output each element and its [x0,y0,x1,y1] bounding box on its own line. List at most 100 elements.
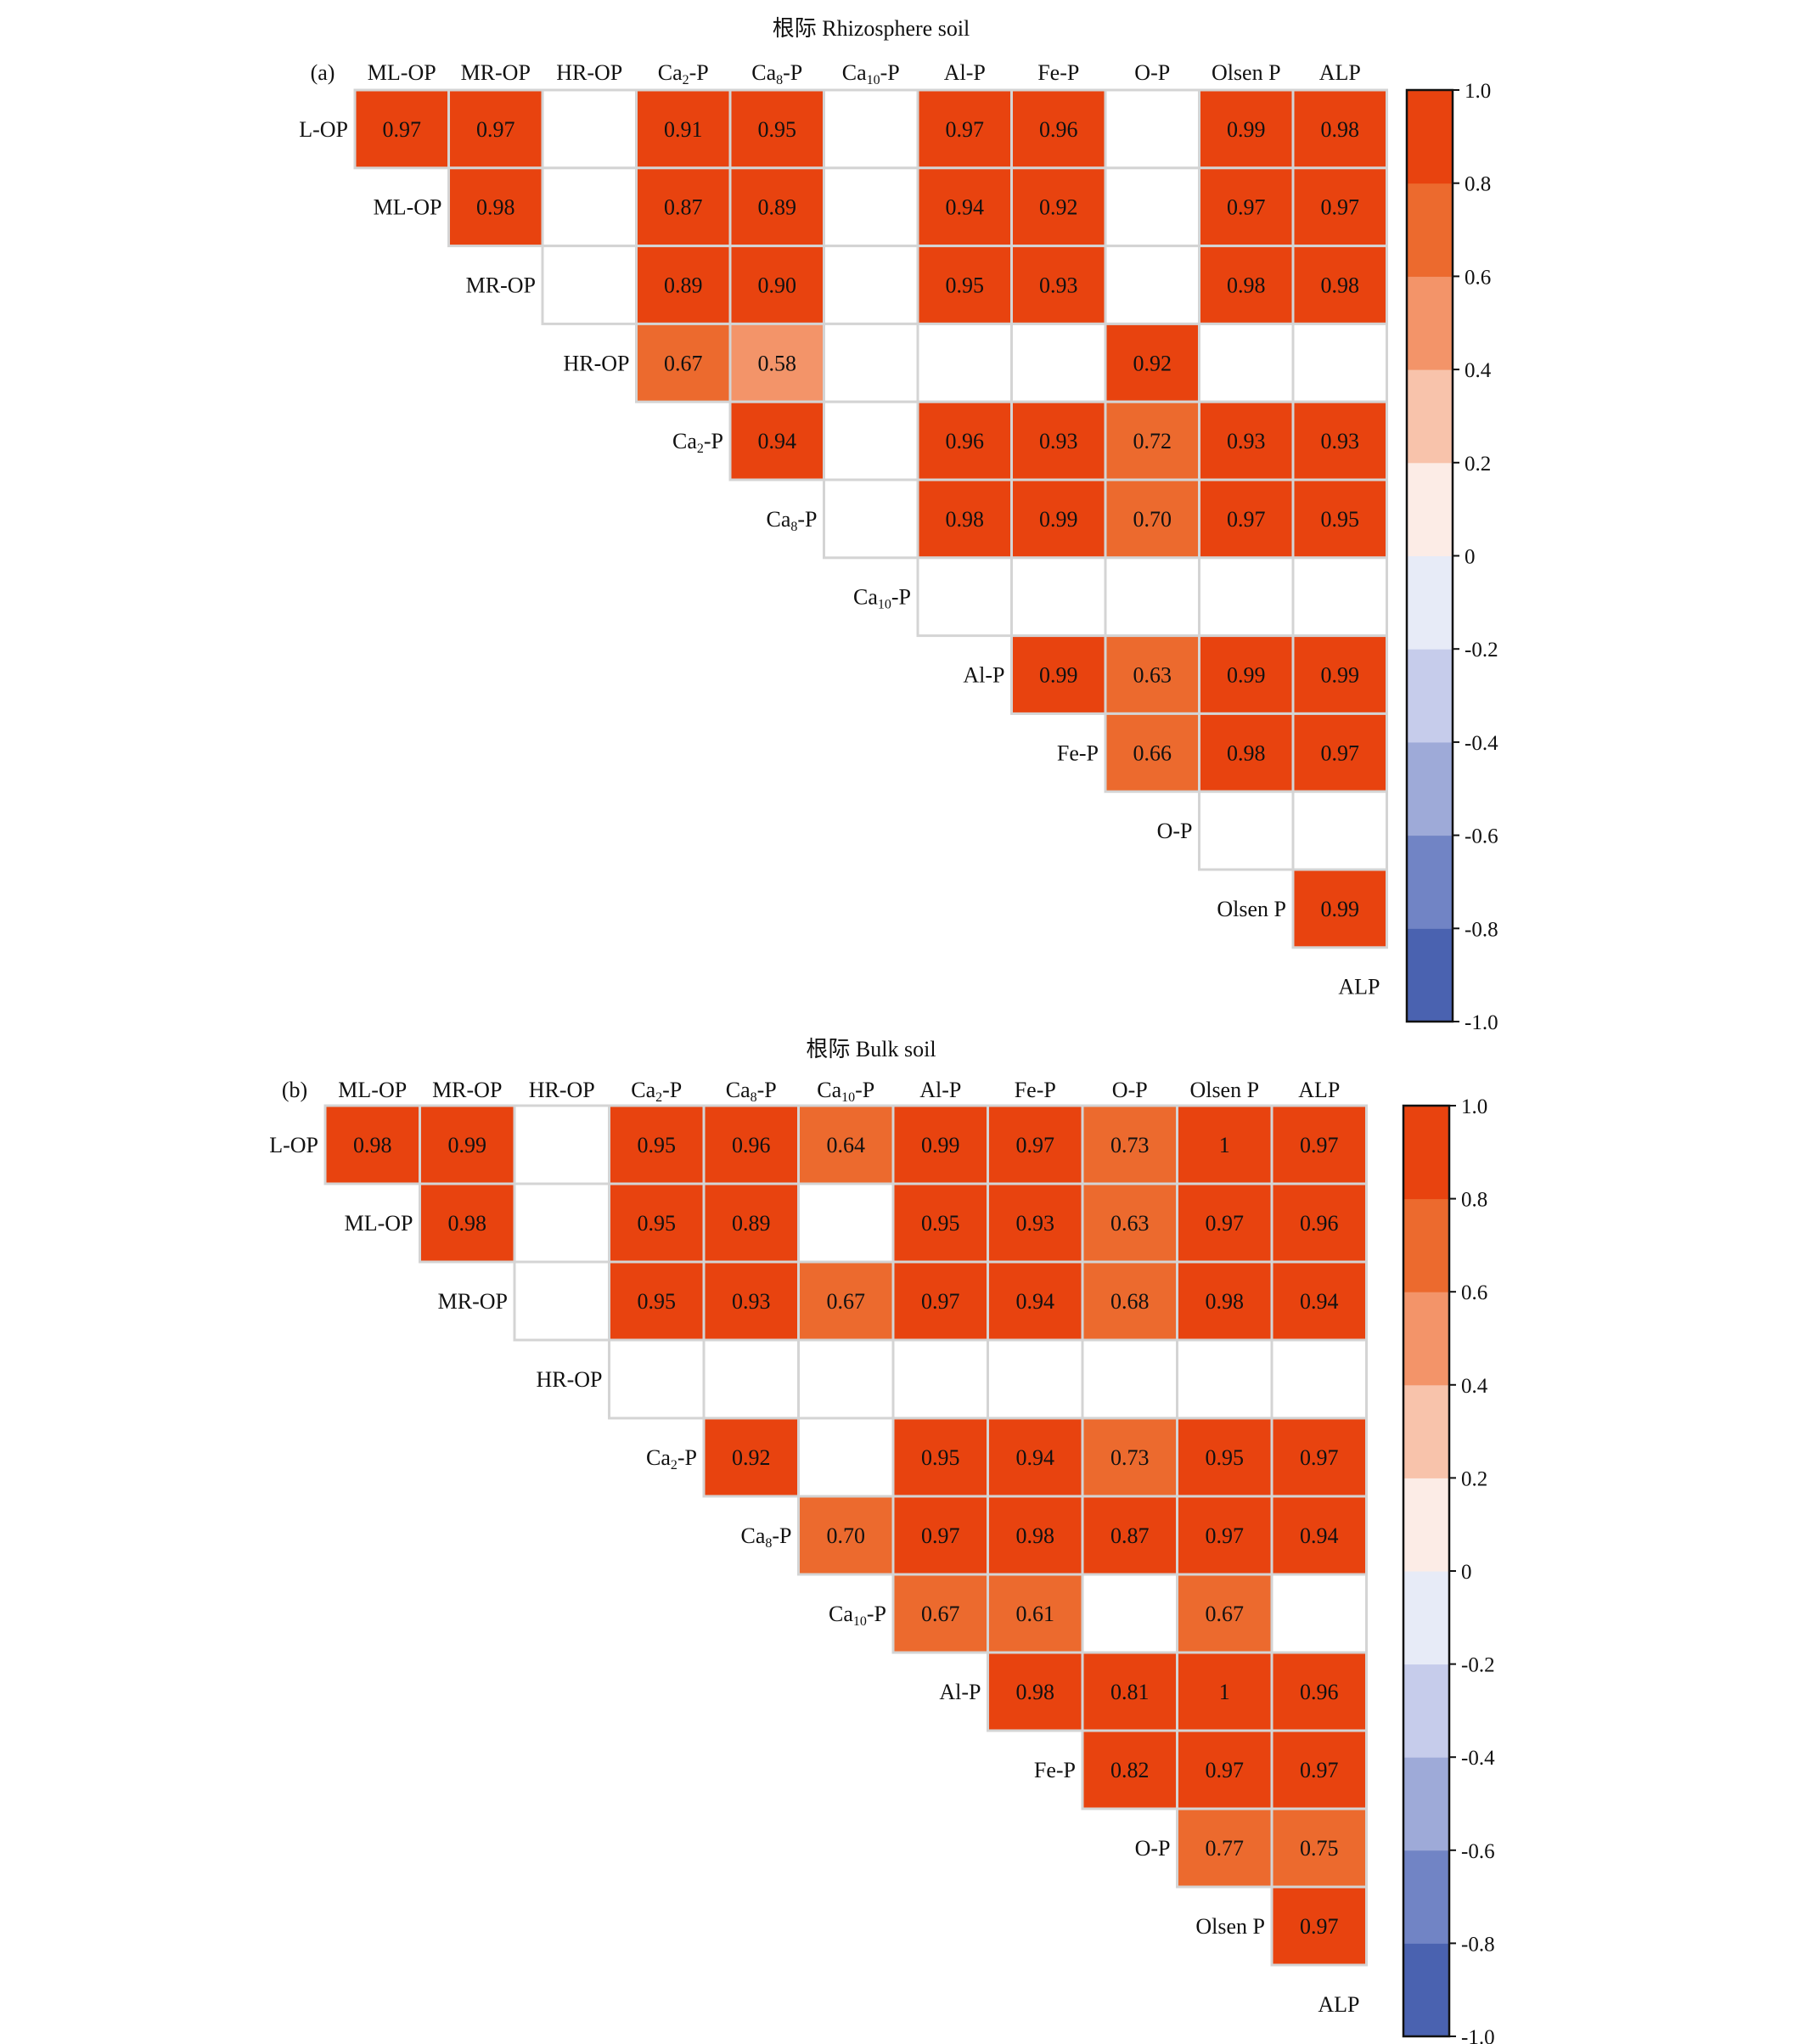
colorbar-segment [1403,1850,1449,1944]
panel-title: 根际 Bulk soil [806,1037,936,1061]
cell-value-label: 0.97 [1206,1523,1245,1548]
cell-value-label: 0.73 [1110,1445,1150,1470]
column-label: Ca8-P [751,60,802,87]
row-label: Al-P [963,663,1004,688]
column-label: ML-OP [368,60,436,85]
heatmap-cell [823,166,919,248]
row-label: Ca2-P [672,429,723,456]
cell-value-label: 0.94 [1016,1445,1055,1470]
colorbar-segment [1403,1664,1449,1758]
row-label: Ca10-P [853,585,911,612]
column-label: Fe-P [1015,1078,1056,1102]
cell-value-label: 0.97 [1300,1914,1339,1939]
heatmap-cell [541,245,638,325]
cell-value-label: 0.97 [476,117,515,142]
heatmap-cell [1270,1338,1368,1420]
row-label: ML-OP [345,1211,413,1236]
colorbar-tick-label: 1.0 [1465,80,1491,103]
heatmap-cell [1176,1416,1273,1498]
row-label: L-OP [269,1133,318,1157]
cell-value-label: 0.97 [921,1523,960,1548]
column-label: Olsen P [1189,1078,1259,1102]
cell-value-label: 0.96 [946,429,985,453]
heatmap-cell [1010,322,1107,403]
cell-value-label: 0.61 [1016,1602,1055,1626]
heatmap-cell [1291,322,1388,403]
colorbar-tick-label: 0.2 [1465,453,1491,476]
heatmap-cell [1198,245,1295,325]
heatmap-cell [1270,1885,1368,1967]
heatmap-cell [1104,556,1200,638]
cell-value-label: 0.99 [1227,117,1266,142]
colorbar-tick-label: 0.2 [1461,1467,1487,1490]
cell-value-label: 0.96 [1300,1680,1339,1704]
heatmap-cell [823,245,919,325]
cell-value-label: 0.99 [448,1133,487,1157]
cell-value-label: 0.89 [732,1211,771,1236]
column-label: Olsen P [1212,60,1281,85]
colorbar-tick-label: -0.6 [1461,1840,1495,1863]
heatmap-cell [987,1104,1084,1185]
colorbar-tick-label: -1.0 [1465,1011,1498,1034]
panel-label: (a) [311,60,335,85]
cell-value-label: 0.98 [1016,1680,1055,1704]
cell-value-label: 0.94 [758,429,797,453]
heatmap-cell [1010,556,1107,638]
heatmap-cell [702,1104,800,1185]
heatmap-cell [635,322,732,403]
heatmap-cell [1104,245,1200,325]
cell-value-label: 1 [1219,1680,1230,1704]
column-label: MR-OP [461,60,531,85]
heatmap-cell [823,88,919,170]
heatmap-cell [1176,1338,1273,1420]
row-label: Olsen P [1217,897,1286,921]
cell-value-label: 0.95 [1206,1445,1245,1470]
heatmap-cell [513,1104,610,1185]
heatmap-cell [1176,1495,1273,1576]
heatmap-cell [419,1182,516,1264]
heatmap-cell [1198,790,1295,871]
heatmap-cell [1270,1651,1368,1732]
heatmap-cell [1176,1104,1273,1185]
row-label: Ca8-P [766,507,817,534]
heatmap-cell [728,245,825,325]
cell-value-label: 0.63 [1133,663,1172,688]
heatmap-cell [1291,790,1388,871]
colorbar-segment [1407,276,1453,370]
cell-value-label: 0.93 [1227,429,1266,453]
heatmap-cell [916,166,1013,248]
heatmap-cell [353,88,450,170]
colorbar: 1.0 0.8 0.6 0.4 0.2 0 -0.2 -0.4 -0.6 -0.8 -1.0 [1402,1095,1495,2044]
heatmap-cell [1198,400,1295,481]
heatmap-cell [1270,1729,1368,1810]
cell-value-label: 0.87 [1110,1523,1150,1548]
panel-label: (b) [282,1078,307,1102]
colorbar-segment [1407,369,1453,464]
heatmap-cell [702,1260,800,1342]
colorbar-tick-label: 0.8 [1465,173,1491,196]
colorbar-segment [1407,462,1453,556]
cell-value-label: 0.97 [946,117,985,142]
cell-value-label: 0.97 [1321,195,1360,220]
heatmap-cell [513,1182,610,1264]
cell-value-label: 0.70 [1133,507,1172,532]
cell-value-label: 0.93 [1321,429,1360,453]
heatmap-cell [797,1338,895,1420]
colorbar-tick-label: -0.4 [1465,732,1498,755]
column-label: ML-OP [338,1078,407,1102]
heatmap-cell [1104,166,1200,248]
heatmap-cell [1010,634,1107,715]
heatmap-cell [1081,1573,1178,1654]
colorbar-segment [1407,555,1453,650]
colorbar-segment [1403,1292,1449,1386]
heatmap-cell [608,1338,706,1420]
cell-value-label: 0.67 [921,1602,960,1626]
cell-value-label: 0.82 [1110,1758,1150,1782]
cell-value-label: 1 [1219,1133,1230,1157]
heatmap-cell [916,478,1013,560]
colorbar-tick-label: 0 [1465,546,1476,569]
colorbar-segment [1407,835,1453,929]
heatmap-cell [1081,1651,1178,1732]
heatmap-cell [541,88,638,170]
column-label: Fe-P [1037,60,1079,85]
